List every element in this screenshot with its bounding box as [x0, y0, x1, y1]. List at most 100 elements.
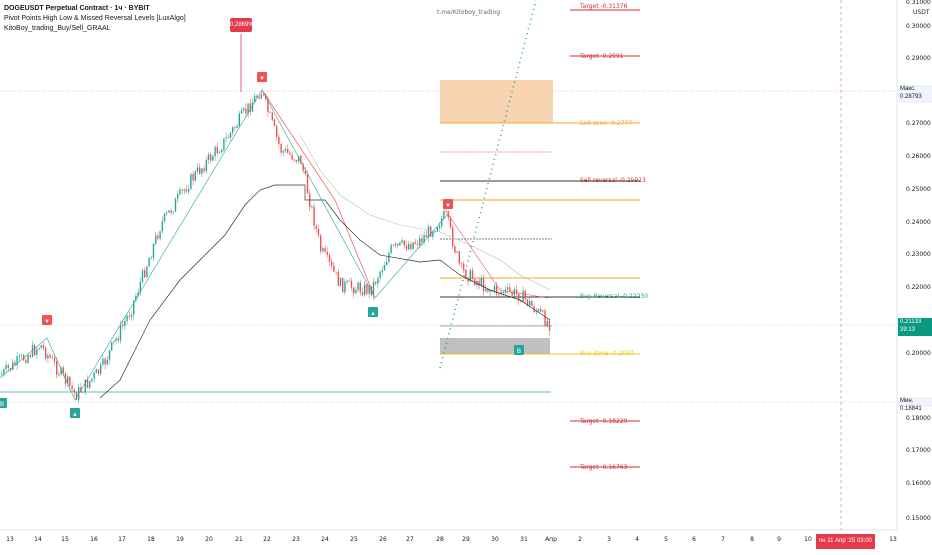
- zigzag-down-line-2: [447, 213, 549, 299]
- buy-signal-icon: B: [0, 402, 4, 408]
- candle-body: [269, 112, 271, 113]
- candle-body: [333, 265, 335, 272]
- time-tick-label: 25: [350, 536, 358, 543]
- price-tick-label: 0.22000: [906, 284, 931, 291]
- crosshair-date-tag: пн 11 Апр '25 03:00: [816, 534, 875, 549]
- candle-body: [205, 159, 207, 172]
- level-label: Buy Zone -0.2037: [580, 350, 634, 357]
- candle-body: [377, 278, 379, 284]
- candle-body: [141, 270, 144, 283]
- candle-body: [278, 136, 280, 145]
- candle-body: [469, 270, 471, 282]
- candle-body: [317, 228, 320, 236]
- watermark-label: t.me/Kitoboy_trading: [437, 9, 500, 16]
- candle-body: [425, 235, 427, 238]
- time-tick-label: 28: [436, 536, 444, 543]
- current-price-value: 0.21133: [900, 319, 922, 325]
- candle-body: [383, 265, 386, 271]
- buy-signal-marker: [0, 398, 7, 408]
- price-tick-label: 0.18000: [906, 415, 931, 422]
- candle-body: [84, 379, 86, 393]
- candle-body: [159, 231, 161, 239]
- candle-body: [135, 296, 137, 301]
- candle-body: [152, 243, 155, 259]
- candle-body: [529, 301, 531, 306]
- trailing-stop-line: [99, 184, 551, 399]
- candle-body: [298, 155, 300, 162]
- candle-body: [322, 248, 324, 252]
- max-label: Макс.: [900, 86, 916, 92]
- level-label: Target -0.16763: [579, 464, 628, 471]
- zigzag-down-line: [261, 89, 376, 299]
- candle-body: [58, 374, 60, 376]
- time-tick-label: 24: [321, 536, 329, 543]
- candle-body: [287, 148, 289, 153]
- candle-body: [386, 262, 388, 266]
- candle-body: [452, 227, 454, 247]
- indicator-pivot-points[interactable]: Pivot Points High Low & Missed Reversal …: [4, 15, 186, 22]
- candle-body: [390, 244, 392, 254]
- candle-body: [238, 113, 240, 126]
- candle-body: [212, 156, 214, 161]
- price-tick-label: 0.27000: [906, 120, 931, 127]
- candle-body: [361, 291, 364, 296]
- candle-body: [520, 300, 522, 302]
- candle-body: [177, 194, 179, 199]
- candle-body: [201, 168, 203, 174]
- candle-body: [31, 345, 34, 357]
- candle-body: [260, 94, 262, 99]
- candle-body: [27, 355, 29, 363]
- candle-body: [157, 235, 159, 239]
- min-value: 0.18841: [900, 406, 922, 412]
- candle-body: [306, 173, 309, 194]
- min-label: Мин.: [900, 398, 914, 404]
- candle-body: [423, 235, 425, 243]
- candle-body: [16, 356, 18, 366]
- max-value: 0.28793: [900, 94, 922, 100]
- sell-signal-marker: [42, 315, 52, 325]
- time-tick-label: 27: [406, 536, 414, 543]
- price-tick-label: 0.29000: [906, 55, 931, 62]
- candle-body: [375, 281, 377, 284]
- level-label: Target -0.31376: [579, 3, 628, 10]
- candle-body: [34, 345, 36, 355]
- candle-body: [280, 144, 282, 153]
- candle-body: [199, 167, 201, 174]
- max-price-tag: Макс. 0.28793: [898, 85, 932, 103]
- candle-body: [346, 280, 348, 282]
- sell-signal-marker: [443, 199, 453, 209]
- candle-body: [408, 244, 410, 250]
- candle-body: [289, 152, 291, 155]
- candle-body: [313, 206, 315, 226]
- candle-body: [401, 240, 403, 243]
- level-label: Target -0.18229: [579, 418, 628, 425]
- candle-body: [518, 293, 520, 301]
- candle-body: [339, 277, 342, 286]
- price-tick-label: 0.20000: [906, 350, 931, 357]
- candle-body: [223, 138, 225, 151]
- candle-body: [124, 321, 126, 326]
- candle-body: [430, 226, 432, 237]
- symbol-title[interactable]: DOGEUSDT Perpetual Contract · 1ч · BYBIT: [4, 5, 150, 12]
- indicator-kitoboy[interactable]: KitoBoy_trading_Buy/Sell_GRAAL: [4, 25, 111, 32]
- candle-body: [102, 358, 104, 365]
- candle-body: [414, 242, 416, 244]
- candle-body: [434, 231, 436, 233]
- candle-body: [218, 152, 221, 154]
- candle-body: [381, 270, 383, 273]
- candle-body: [225, 137, 227, 139]
- time-tick-label: 30: [491, 536, 499, 543]
- sell-signal-marker: [257, 72, 267, 82]
- candle-body: [146, 266, 148, 278]
- time-tick-label: 13: [889, 536, 897, 543]
- candle-body: [249, 103, 251, 112]
- candle-body: [75, 392, 78, 400]
- candle-body: [419, 238, 421, 246]
- candle-body: [271, 112, 273, 120]
- candle-body: [256, 95, 258, 98]
- candle-body: [234, 127, 236, 129]
- price-tick-label: 0.17000: [906, 447, 931, 454]
- candle-body: [20, 355, 23, 356]
